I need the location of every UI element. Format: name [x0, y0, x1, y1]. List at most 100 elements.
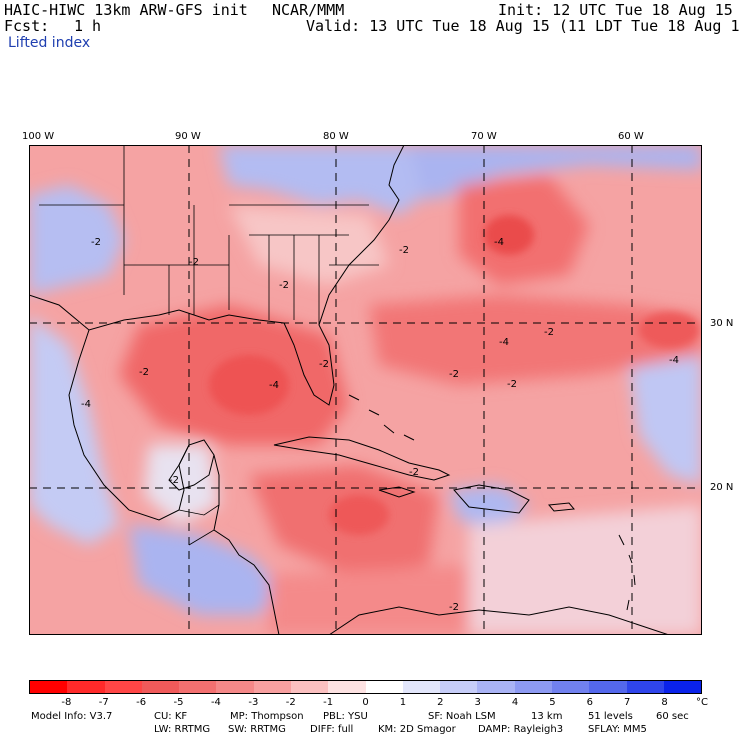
km-option: KM: 2D Smagor: [378, 724, 456, 735]
colorbar-segment: [104, 681, 142, 693]
stable-region-east-atlantic: [629, 335, 702, 485]
contour-label: -4: [269, 380, 279, 391]
contour-label: -2: [91, 237, 101, 248]
time-step: 60 sec: [656, 711, 689, 722]
stable-region-mexico: [29, 315, 119, 545]
lat-label-30n: 30 N: [710, 318, 734, 329]
contour-label: -4: [81, 399, 91, 410]
colorbar-segment: [141, 681, 180, 693]
contour-label: -2: [507, 379, 517, 390]
contour-label: -2: [544, 327, 554, 338]
stable-region-northeast-us: [219, 145, 449, 215]
max-instability-gulf: [209, 355, 289, 415]
jamaica-coastline: [378, 486, 416, 498]
diffusion-option: DIFF: full: [310, 724, 354, 735]
colorbar-tick-label: -3: [248, 697, 259, 708]
max-instability-east-atlantic: [639, 312, 699, 348]
longwave-scheme: LW: RRTMG: [154, 724, 211, 735]
lon-label-80w: 80 W: [323, 131, 349, 142]
colorbar-segment: [626, 681, 664, 693]
init-time: Init: 12 UTC Tue 18 Aug 15: [498, 1, 733, 19]
colorbar-unit: °C: [696, 697, 708, 708]
colorbar-tick-label: 8: [661, 697, 668, 708]
lon-label-90w: 90 W: [175, 131, 201, 142]
colorbar-tick-label: 6: [586, 697, 594, 708]
contour-label: -2: [449, 602, 459, 613]
colorbar-tick-label: 3: [474, 697, 481, 708]
cumulus-scheme: CU: KF: [154, 711, 188, 722]
map-frame: [29, 145, 702, 635]
surface-layer-option: SFLAY: MM5: [588, 724, 647, 735]
colorbar-segment: [30, 681, 68, 693]
cuba-coastline: [273, 436, 451, 481]
lon-label-70w: 70 W: [471, 131, 497, 142]
model-title: HAIC-HIWC 13km ARW-GFS init: [4, 1, 248, 19]
colorbar-segment: [290, 681, 329, 693]
colorbar-segment: [328, 681, 366, 693]
lesser-antilles: [618, 534, 636, 611]
contour-label: -4: [669, 355, 679, 366]
colorbar-tick-label: -1: [323, 697, 334, 708]
colorbar-tick-label: 1: [399, 697, 407, 708]
colorbar-tick-label: -2: [285, 697, 296, 708]
stable-region-northeast-atlantic: [409, 145, 702, 200]
puerto-rico-coastline: [548, 502, 575, 512]
vertical-levels: 51 levels: [588, 711, 633, 722]
colorbar-segment: [216, 681, 254, 693]
lon-label-60w: 60 W: [618, 131, 644, 142]
surface-scheme: SF: Noah LSM: [428, 711, 496, 722]
shortwave-scheme: SW: RRTMG: [228, 724, 286, 735]
lat-label-20n: 20 N: [710, 482, 734, 493]
mexico-guatemala-border: [178, 504, 220, 546]
lifted-index-map: -2 -2 -2 -2 -4 -2 -4 -2 -2 -4 -2 -2 -2 -…: [29, 145, 702, 635]
max-instability-atlantic: [484, 215, 534, 255]
stable-region-yucatan: [144, 445, 219, 525]
contour-label: -2: [319, 359, 329, 370]
contour-label: -2: [399, 245, 409, 256]
max-instability-caribbean: [329, 495, 389, 535]
model-info: Model Info: V3.7: [31, 711, 113, 722]
colorbar-tick-label: -6: [136, 697, 147, 708]
colorbar-segment: [365, 681, 403, 693]
forecast-label: Fcst:: [4, 17, 50, 35]
contour-label: -4: [499, 337, 509, 348]
us-state-borders: [39, 145, 379, 325]
damping-option: DAMP: Rayleigh3: [478, 724, 564, 735]
colorbar-tick-label: -7: [98, 697, 109, 708]
colorbar-tick-label: 7: [624, 697, 631, 708]
grid-spacing: 13 km: [531, 711, 563, 722]
valid-time: Valid: 13 UTC Tue 18 Aug 15 (11 LDT Tue …: [306, 17, 740, 35]
pbl-scheme: PBL: YSU: [323, 711, 368, 722]
yucatan-coastline: [168, 444, 215, 491]
colorbar-tick-label: -8: [61, 697, 72, 708]
colorbar-tick-label: -4: [210, 697, 221, 708]
neutral-region-caribbean-east: [469, 505, 702, 635]
colorbar-segment: [589, 681, 627, 693]
south-america-coastline: [328, 606, 670, 635]
organization-label: NCAR/MMM: [272, 1, 345, 19]
contour-label: -2: [279, 280, 289, 291]
colorbar-tick-label: -5: [173, 697, 184, 708]
colorbar-segment: [551, 681, 590, 693]
stable-region-hispaniola: [449, 485, 529, 530]
contour-label: -2: [189, 257, 199, 268]
microphysics-scheme: MP: Thompson: [230, 711, 304, 722]
colorbar: [29, 680, 702, 694]
colorbar-tick-label: 4: [511, 697, 519, 708]
field-name: Lifted index: [8, 35, 91, 51]
colorbar-segment: [67, 681, 105, 693]
contour-label: -2: [169, 475, 179, 486]
colorbar-tick-label: 0: [362, 697, 369, 708]
colorbar-segment: [402, 681, 441, 693]
colorbar-segment: [514, 681, 552, 693]
colorbar-segment: [477, 681, 515, 693]
contour-label: -2: [139, 367, 149, 378]
stable-region-central-america: [129, 525, 279, 615]
contour-label: -4: [494, 237, 504, 248]
stable-region-texas: [29, 185, 124, 295]
lon-label-100w: 100 W: [22, 131, 55, 142]
unstable-region-south-caribbean: [269, 565, 469, 635]
contour-label: -2: [409, 467, 419, 478]
colorbar-tick-label: 2: [437, 697, 444, 708]
contour-label: -2: [449, 369, 459, 380]
